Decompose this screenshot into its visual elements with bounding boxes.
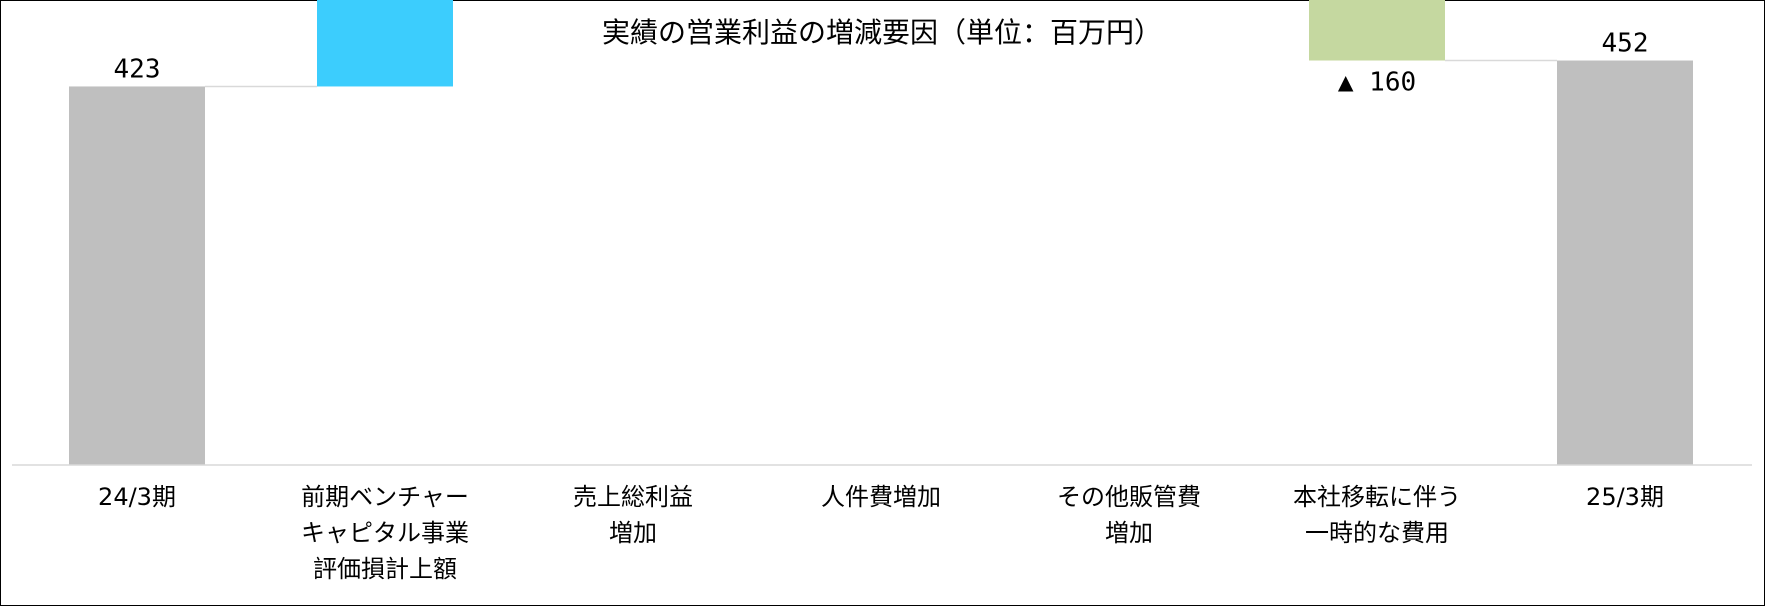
category-label: 25/3期 bbox=[1586, 483, 1664, 511]
category-label: 本社移転に伴う bbox=[1293, 483, 1461, 511]
category-label: 人件費増加 bbox=[821, 483, 941, 511]
category-label: 増加 bbox=[609, 519, 657, 547]
category-label: 増加 bbox=[1105, 519, 1153, 547]
bar-group bbox=[69, 0, 1693, 466]
bar-1 bbox=[69, 86, 205, 465]
category-label: 評価損計上額 bbox=[313, 555, 457, 583]
category-label: 24/3期 bbox=[98, 483, 176, 511]
connector-lines bbox=[205, 59, 1557, 88]
category-label: 一時的な費用 bbox=[1305, 519, 1449, 547]
bar-2 bbox=[317, 0, 453, 87]
value-label: 452 bbox=[1602, 29, 1649, 59]
chart-title: 実績の営業利益の増減要因（単位：百万円） bbox=[602, 16, 1162, 49]
value-label: 423 bbox=[114, 54, 161, 84]
bar-6 bbox=[1309, 0, 1445, 61]
category-label: 売上総利益 bbox=[573, 483, 693, 511]
value-label: ▲ 160 bbox=[1338, 68, 1416, 98]
category-label: キャピタル事業 bbox=[301, 519, 469, 547]
category-label: 前期ベンチャー bbox=[301, 483, 469, 511]
category-label: その他販管費 bbox=[1057, 483, 1201, 511]
bar-7 bbox=[1557, 60, 1693, 466]
